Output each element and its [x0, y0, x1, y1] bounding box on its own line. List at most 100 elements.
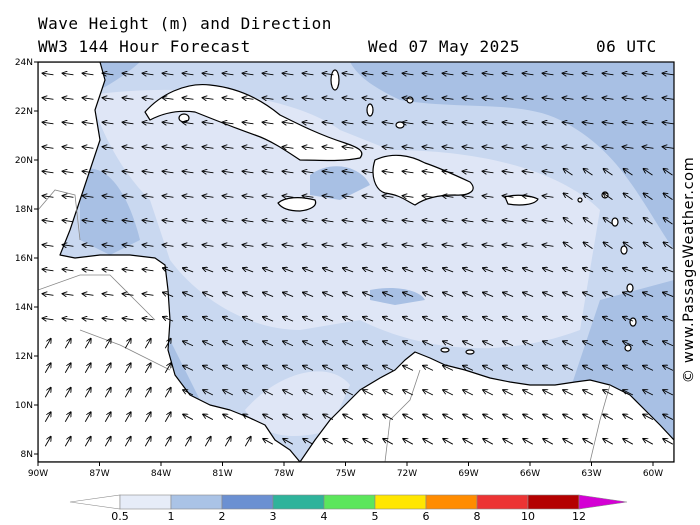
- direction-arrow: [383, 98, 394, 100]
- direction-arrow: [563, 73, 574, 75]
- colorbar-segment: [119, 494, 172, 510]
- direction-arrow: [343, 414, 354, 420]
- direction-arrow: [83, 245, 94, 247]
- direction-arrow: [343, 439, 354, 445]
- direction-arrow: [343, 73, 354, 75]
- colorbar-label: 3: [270, 510, 277, 523]
- direction-arrow: [83, 269, 94, 271]
- direction-arrow: [643, 122, 654, 124]
- direction-arrow: [363, 366, 374, 371]
- direction-arrow: [104, 437, 111, 447]
- direction-arrow: [103, 318, 114, 320]
- lat-tick-label: 20N: [15, 156, 33, 166]
- direction-arrow: [623, 317, 634, 322]
- direction-arrow: [144, 437, 151, 447]
- direction-arrow: [663, 98, 674, 100]
- direction-arrow: [43, 98, 54, 100]
- direction-arrow: [423, 439, 434, 445]
- direction-arrow: [443, 317, 454, 322]
- direction-arrow: [383, 268, 394, 273]
- direction-arrow: [123, 73, 134, 75]
- direction-arrow: [183, 73, 194, 75]
- direction-arrow: [343, 366, 354, 371]
- direction-arrow: [663, 341, 674, 347]
- direction-arrow: [123, 220, 134, 222]
- colorbar-label: 10: [521, 510, 535, 523]
- direction-arrow: [243, 317, 254, 322]
- direction-arrow: [403, 196, 414, 198]
- direction-arrow: [203, 414, 214, 420]
- direction-arrow: [303, 147, 314, 149]
- direction-arrow: [303, 366, 314, 371]
- direction-arrow: [363, 245, 374, 247]
- direction-arrow: [423, 122, 434, 124]
- direction-arrow: [64, 388, 71, 398]
- direction-arrow: [503, 147, 514, 149]
- direction-arrow: [503, 366, 514, 371]
- direction-arrow: [283, 390, 294, 396]
- direction-arrow: [263, 196, 274, 198]
- direction-arrow: [83, 220, 94, 222]
- direction-arrow: [143, 171, 154, 173]
- direction-arrow: [483, 196, 494, 198]
- direction-arrow: [463, 98, 474, 100]
- direction-arrow: [463, 341, 474, 347]
- direction-arrow: [183, 268, 194, 273]
- direction-arrow: [143, 318, 154, 320]
- direction-arrow: [403, 414, 414, 420]
- direction-arrow: [583, 341, 594, 347]
- lat-tick-label: 18N: [15, 205, 33, 215]
- direction-arrow: [343, 171, 354, 173]
- direction-arrow: [164, 412, 171, 422]
- direction-arrow: [103, 98, 114, 100]
- direction-arrow: [163, 73, 174, 75]
- direction-arrow: [623, 292, 634, 297]
- direction-arrow: [583, 218, 593, 225]
- direction-arrow: [443, 171, 454, 173]
- direction-arrow: [483, 122, 494, 124]
- direction-arrow: [63, 220, 74, 222]
- direction-arrow: [623, 414, 634, 420]
- direction-arrow: [83, 294, 94, 296]
- direction-arrow: [543, 292, 554, 297]
- lon-tick-label: 78W: [274, 469, 294, 479]
- direction-arrow: [643, 292, 654, 297]
- colorbar-label: 1: [168, 510, 175, 523]
- direction-arrow: [403, 245, 414, 247]
- direction-arrow: [523, 390, 534, 396]
- direction-arrow: [203, 171, 214, 173]
- direction-arrow: [523, 73, 534, 75]
- direction-arrow: [643, 193, 653, 201]
- direction-arrow: [44, 437, 51, 447]
- direction-arrow: [303, 196, 314, 198]
- direction-arrow: [283, 147, 294, 149]
- direction-arrow: [43, 220, 54, 222]
- direction-arrow: [423, 245, 434, 247]
- direction-arrow: [363, 341, 374, 347]
- direction-arrow: [163, 292, 174, 297]
- direction-arrow: [283, 292, 294, 297]
- direction-arrow: [603, 242, 613, 250]
- direction-arrow: [143, 147, 154, 149]
- central-america: [38, 62, 301, 462]
- direction-arrow: [363, 147, 374, 149]
- direction-arrow: [423, 414, 434, 420]
- direction-arrow: [224, 437, 231, 447]
- lat-tick-label: 14N: [15, 303, 33, 313]
- direction-arrow: [303, 73, 314, 75]
- direction-arrow: [543, 98, 554, 100]
- colorbar-segment: [221, 494, 274, 510]
- direction-arrow: [443, 414, 454, 420]
- direction-arrow: [383, 73, 394, 75]
- direction-arrow: [663, 317, 674, 322]
- direction-arrow: [483, 366, 494, 371]
- direction-arrow: [303, 245, 314, 247]
- lon-tick-label: 75W: [335, 469, 355, 479]
- direction-arrow: [523, 414, 534, 420]
- direction-arrow: [543, 122, 554, 124]
- direction-arrow: [123, 98, 134, 100]
- direction-arrow: [303, 122, 314, 124]
- direction-arrow: [623, 147, 634, 149]
- direction-arrow: [463, 292, 474, 297]
